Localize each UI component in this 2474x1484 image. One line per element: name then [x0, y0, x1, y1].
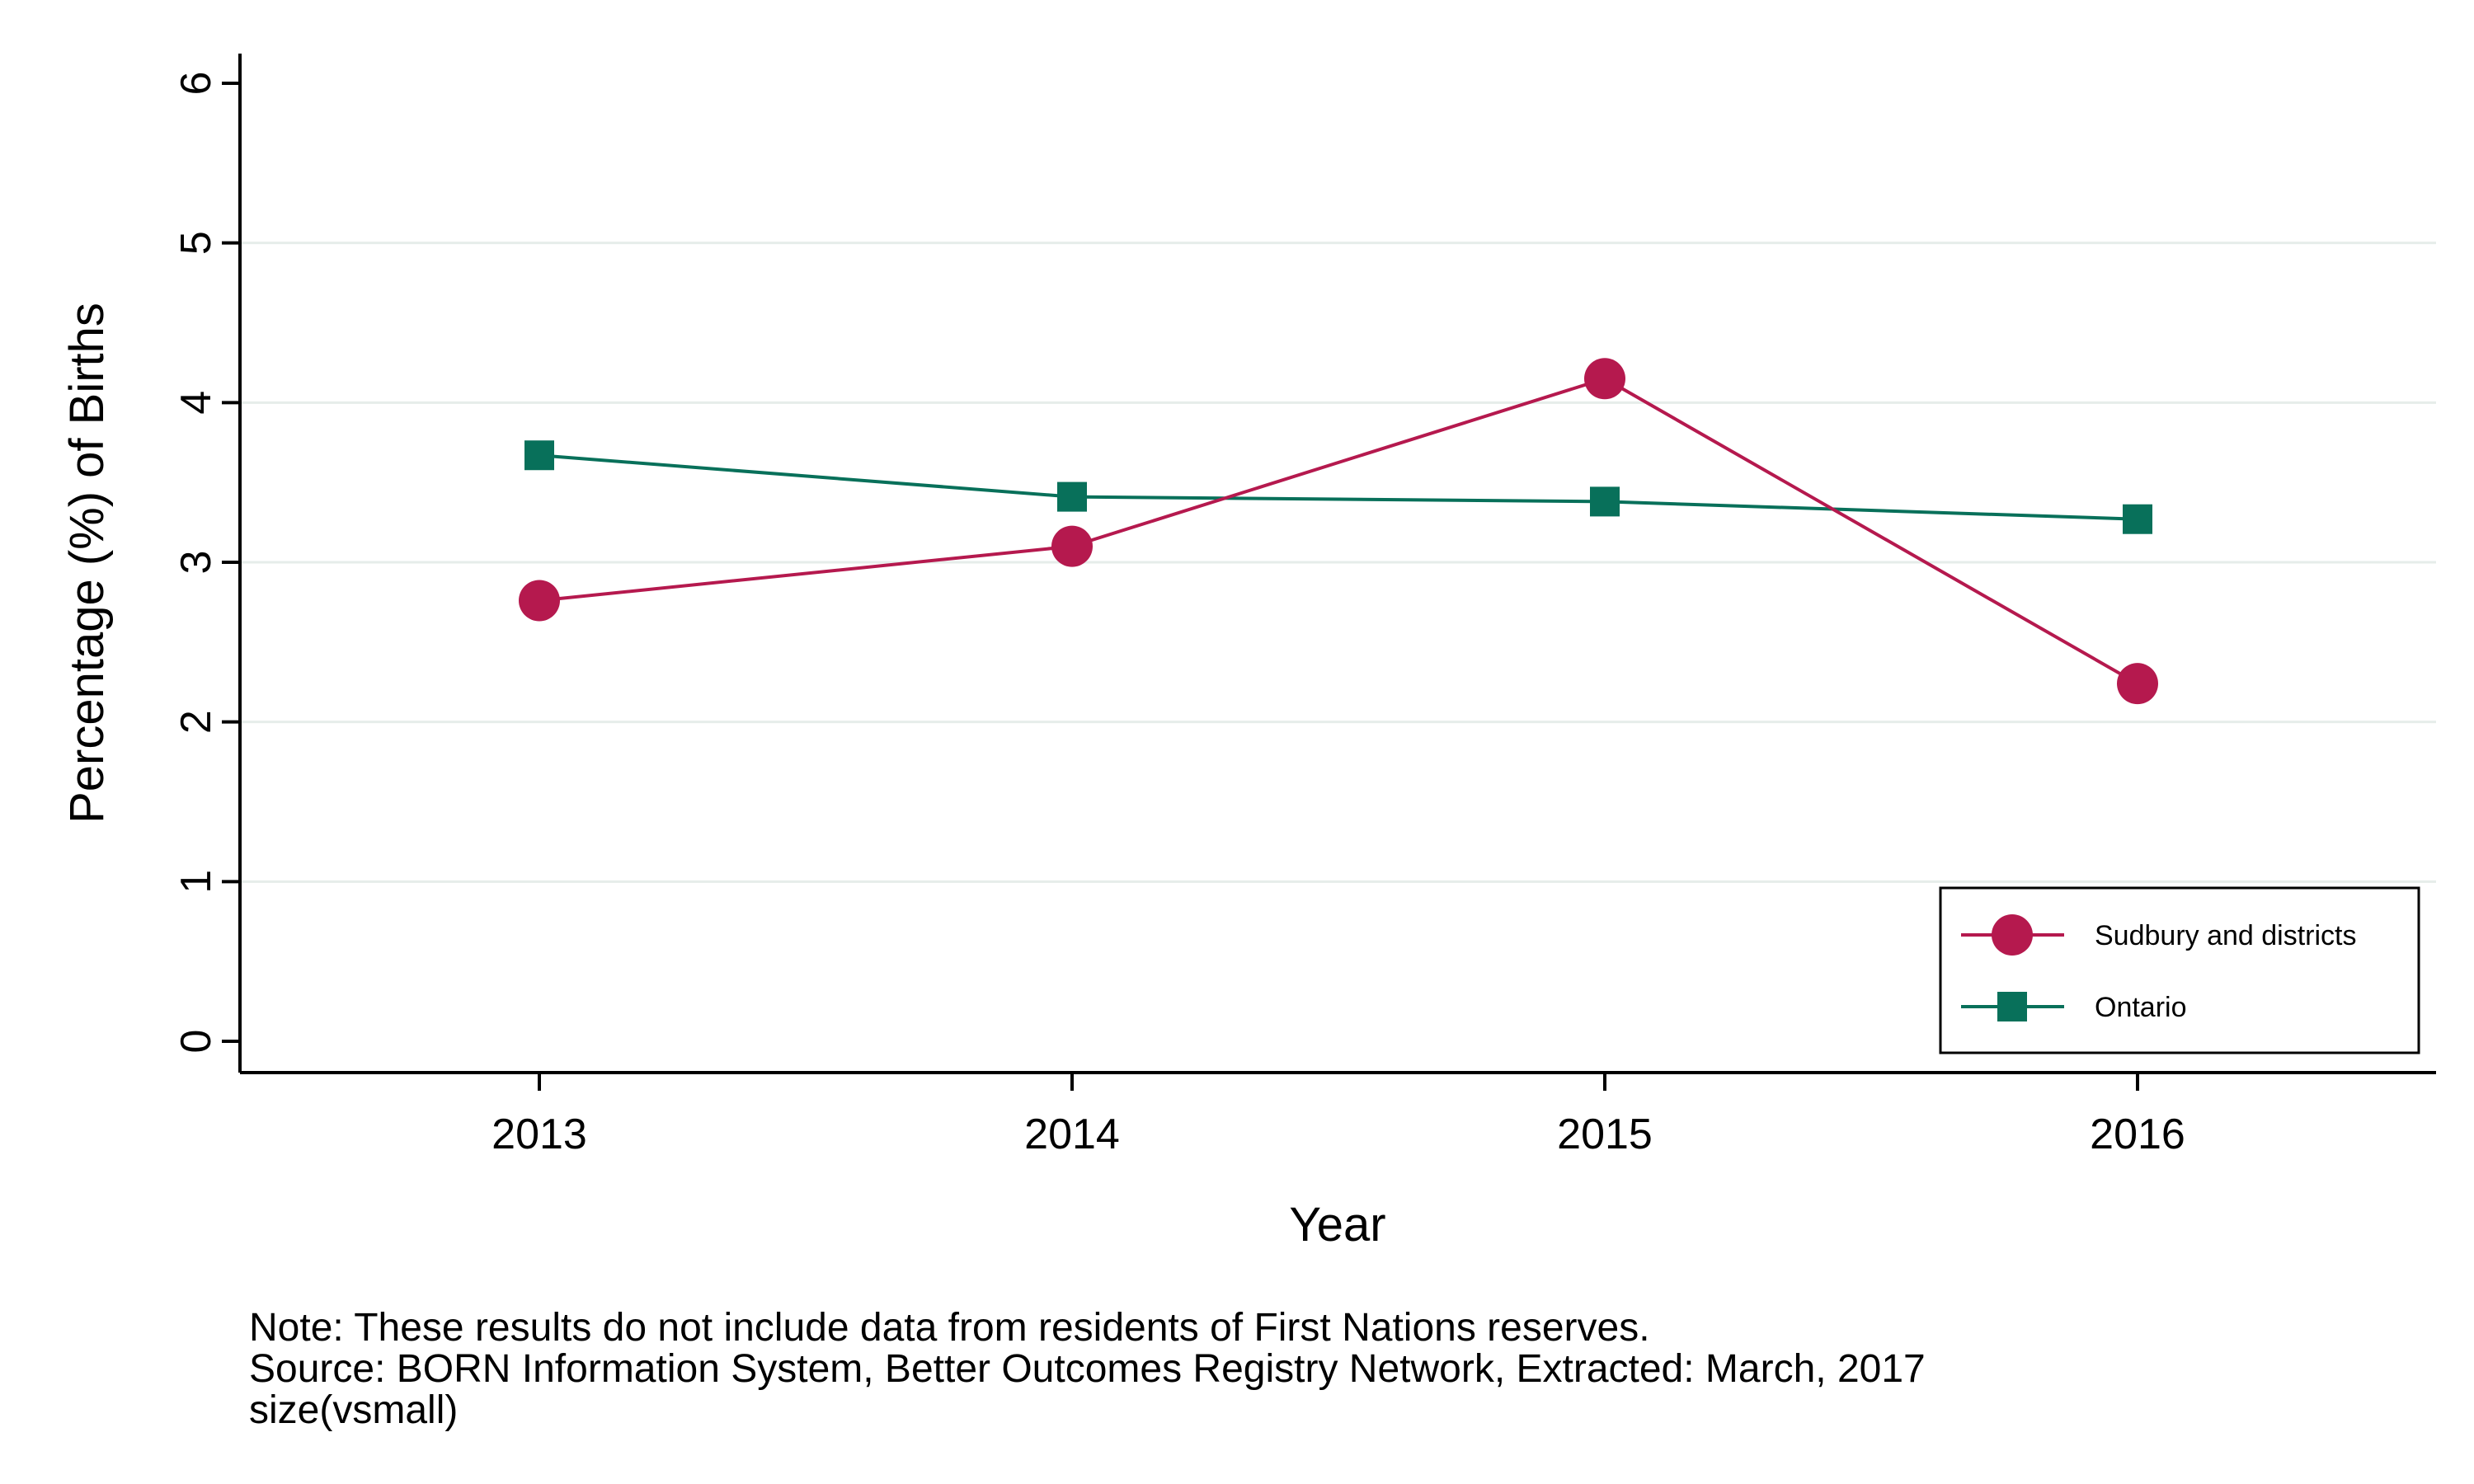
- x-ticks: 2013 2014 2015 2016: [492, 1073, 2185, 1158]
- x-tick-label: 2013: [492, 1111, 587, 1158]
- y-tick-label: 2: [172, 710, 220, 734]
- legend: Sudbury and districts Ontario: [1939, 886, 2420, 1054]
- series-line-sudbury-and-districts: [539, 377, 2138, 685]
- data-point: [1590, 486, 1620, 517]
- y-tick-label: 0: [172, 1030, 220, 1054]
- legend-marker-sudbury-and-districts: [1992, 914, 2033, 956]
- y-ticks: 0 1 2 3 4 5 6: [172, 72, 240, 1054]
- y-tick-label: 1: [172, 870, 220, 894]
- data-point: [1584, 358, 1625, 400]
- y-axis-title: Percentage (%) of Births: [60, 303, 114, 824]
- legend-marker-ontario: [1997, 992, 2027, 1021]
- series-layer: [519, 358, 2158, 705]
- source-line: Source: BORN Information System, Better …: [249, 1347, 1926, 1391]
- x-tick-label: 2015: [1557, 1111, 1653, 1158]
- data-point: [1057, 481, 1087, 512]
- data-point: [524, 440, 554, 471]
- y-tick-label: 3: [172, 551, 220, 575]
- y-tick-label: 4: [172, 391, 220, 415]
- data-point: [1051, 525, 1093, 567]
- note-line: Note: These results do not include data …: [249, 1306, 1650, 1350]
- x-axis-title: Year: [1289, 1198, 1385, 1252]
- notes: Note: These results do not include data …: [249, 1306, 1926, 1432]
- y-tick-label: 5: [172, 231, 220, 255]
- legend-box: [1939, 886, 2420, 1054]
- gridlines: [240, 242, 2436, 883]
- y-tick-label: 6: [172, 72, 220, 96]
- data-point: [519, 580, 560, 622]
- legend-label-sudbury-and-districts: Sudbury and districts: [2095, 920, 2357, 951]
- x-tick-label: 2016: [2090, 1111, 2185, 1158]
- x-tick-label: 2014: [1024, 1111, 1120, 1158]
- data-point: [2117, 663, 2158, 705]
- data-point: [2123, 504, 2152, 534]
- series-line-ontario: [539, 453, 2138, 521]
- legend-label-ontario: Ontario: [2095, 992, 2187, 1023]
- size-line: size(vsmall): [249, 1388, 458, 1432]
